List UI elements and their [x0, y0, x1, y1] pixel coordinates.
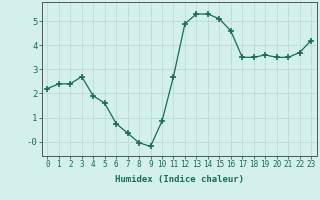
- X-axis label: Humidex (Indice chaleur): Humidex (Indice chaleur): [115, 175, 244, 184]
